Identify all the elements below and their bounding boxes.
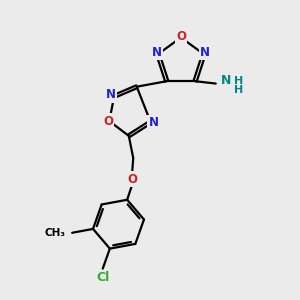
Text: H: H	[234, 85, 243, 95]
Text: N: N	[200, 46, 210, 59]
Text: N: N	[106, 88, 116, 101]
Text: O: O	[103, 115, 113, 128]
Text: N: N	[221, 74, 231, 87]
Text: Cl: Cl	[96, 271, 110, 284]
Text: N: N	[148, 116, 158, 129]
Text: O: O	[127, 172, 137, 186]
Text: H: H	[234, 76, 243, 85]
Text: N: N	[152, 46, 161, 59]
Text: CH₃: CH₃	[45, 228, 66, 238]
Text: O: O	[176, 30, 186, 44]
